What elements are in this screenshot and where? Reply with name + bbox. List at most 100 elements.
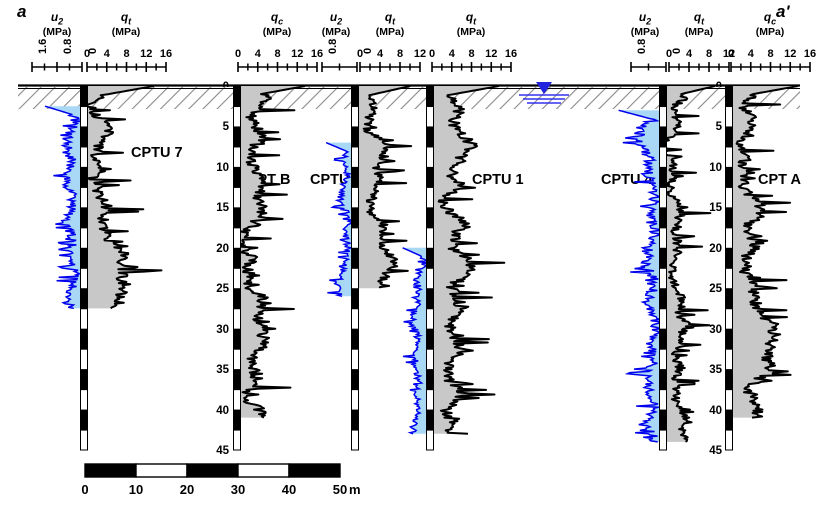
axis-header-cptu-1-qt: qt (MPa) <box>431 10 511 39</box>
depth-tick-label-right: 15 <box>709 202 722 214</box>
u2-fill <box>402 247 428 434</box>
axis-symbol: u2 <box>329 10 343 27</box>
qt-trace <box>85 85 163 310</box>
depth-tick-label-left: 35 <box>216 364 229 376</box>
depth-tick-label-right: 35 <box>709 364 722 376</box>
axis-symbol: qt <box>120 10 132 27</box>
tick-label: 4 <box>685 48 693 60</box>
tick-label: 12 <box>722 48 736 60</box>
depth-tick-label-right: 30 <box>709 324 722 336</box>
u2-trace <box>402 247 429 435</box>
scale-bar-segment <box>288 463 341 478</box>
axis-symbol: qc <box>270 10 284 27</box>
tick-label: 16 <box>310 48 324 60</box>
borehole-rod <box>351 85 359 451</box>
axis-unit: (MPa) <box>111 26 141 39</box>
axis-header-cptu-4-qt: qt (MPa) <box>659 10 739 39</box>
axis-symbol: qt <box>465 10 477 27</box>
depth-tick-label-right: 10 <box>709 162 722 174</box>
depth-tick-label-right: 5 <box>715 121 722 133</box>
tick-label: 0 <box>234 48 242 60</box>
log-cptu-1 <box>402 85 506 451</box>
axis-unit: (MPa) <box>42 26 72 39</box>
borehole-rod <box>233 85 241 451</box>
scale-bar-label: 0 <box>81 482 89 497</box>
water-table-icon <box>519 82 569 104</box>
ruler-cptu-1-qt <box>431 62 512 72</box>
section-start-label: a <box>17 2 27 21</box>
tick-label: 16 <box>504 48 518 60</box>
borehole-label-cptu-7: CPTU 7 <box>131 145 183 161</box>
axis-unit: (MPa) <box>321 26 351 39</box>
tick-label: 4 <box>747 48 754 60</box>
qc-trace <box>238 85 306 419</box>
scale-bar-label: 40 <box>281 482 297 497</box>
sounding-logs <box>44 85 799 451</box>
scale-bar <box>84 463 341 478</box>
depth-tick-label-left: 45 <box>216 445 229 457</box>
tick-label: 0 <box>665 48 673 60</box>
qc-trace <box>735 85 799 419</box>
qc-fill <box>237 86 305 418</box>
tick-label: 0 <box>356 48 364 60</box>
depth-tick-label-left: 5 <box>222 121 229 133</box>
axis-header-cpt-a-qc: qc (MPa) <box>730 10 810 39</box>
depth-tick-label-right: 45 <box>709 445 722 457</box>
axis-symbol: qc <box>763 10 777 27</box>
scale-bar-label: 10 <box>128 482 144 497</box>
qt-fill <box>84 86 162 309</box>
scale-bar-label: 30 <box>230 482 246 497</box>
tick-label: 12 <box>784 48 797 60</box>
borehole-rod <box>725 85 733 451</box>
ruler-cptu-7-u2 <box>31 62 83 72</box>
scale-bar-label: 20 <box>179 482 195 497</box>
scale-bar-segment <box>84 463 137 478</box>
section-end-label: a' <box>776 2 790 21</box>
axis-unit: (MPa) <box>375 26 405 39</box>
depth-tick-label-right: 20 <box>709 243 722 255</box>
tick-label: 12 <box>140 48 153 60</box>
axis-header-cpt-b-qc: qc (MPa) <box>237 10 317 38</box>
borehole-rod <box>80 85 88 451</box>
axis-header-cptu-7-qt: qt (MPa) <box>86 10 166 39</box>
ruler-cptu-4-qt <box>668 62 730 72</box>
tick-label: 4 <box>254 48 261 60</box>
borehole-rod <box>659 85 667 451</box>
ruler-cpt-a-qc <box>730 62 811 72</box>
tick-label: 8 <box>468 48 475 60</box>
tick-label: 4 <box>448 48 455 60</box>
depth-tick-label-left: 15 <box>216 202 229 214</box>
tick-label: 8 <box>705 48 713 60</box>
qt-fill <box>355 86 412 289</box>
axis-unit: (MPa) <box>630 26 660 39</box>
depth-tick-label-right: 25 <box>709 283 722 295</box>
axis-rulers <box>31 62 811 72</box>
tick-label: 8 <box>274 48 281 60</box>
depth-tick-label-left: 10 <box>216 162 229 174</box>
axis-symbol: u2 <box>50 10 64 27</box>
ruler-cpt-b-qc <box>237 62 318 72</box>
axis-unit: (MPa) <box>684 26 714 39</box>
axis-symbol: qt <box>693 10 705 27</box>
axis-unit: (MPa) <box>456 26 486 39</box>
ruler-cptu-6-qt <box>359 62 421 72</box>
tick-label: 8 <box>767 48 774 60</box>
ruler-cptu-6-u2 <box>321 62 358 72</box>
log-cptu-4 <box>618 85 716 451</box>
u2-trace <box>44 105 82 310</box>
ruler-cptu-7-qt <box>86 62 167 72</box>
axis-header-cptu-6-u2: u2 (MPa) <box>296 10 376 39</box>
qt-trace <box>437 85 506 435</box>
tick-label: 16 <box>803 48 817 60</box>
depth-tick-label-left: 20 <box>216 243 229 255</box>
log-cpt-b <box>233 85 306 451</box>
scale-bar-segment <box>186 463 239 478</box>
ground-hatching <box>18 87 800 109</box>
axis-header-cptu-4-u2: u2 (MPa) <box>605 11 685 39</box>
borehole-rod <box>426 85 434 451</box>
depth-tick-label-left: 30 <box>216 324 229 336</box>
tick-label: 12 <box>485 48 498 60</box>
scale-bar-label: 50 <box>332 482 348 497</box>
axis-unit: (MPa) <box>755 26 785 39</box>
